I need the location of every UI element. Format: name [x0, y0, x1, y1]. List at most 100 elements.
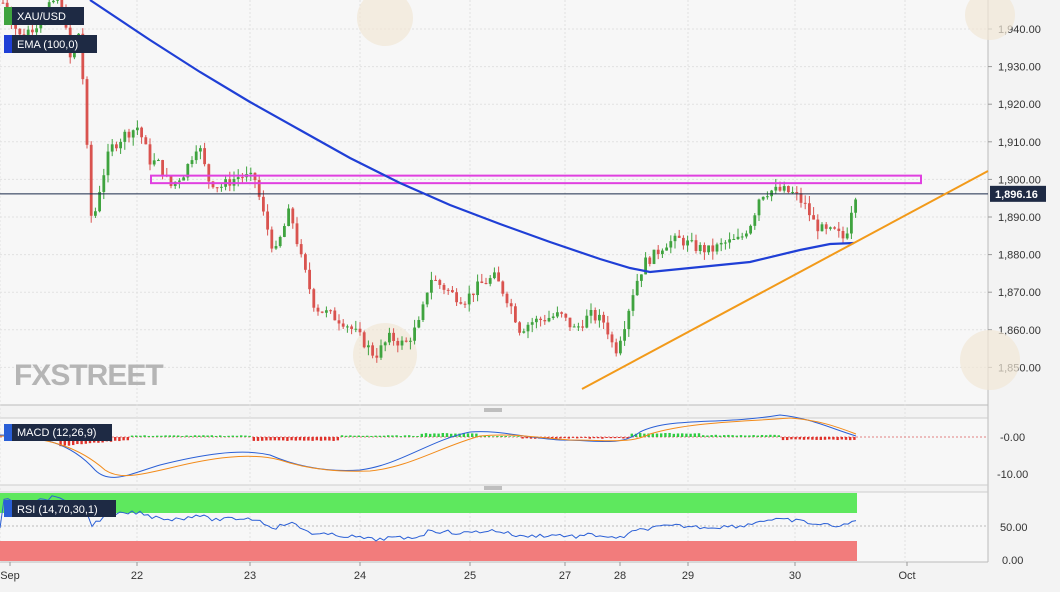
- candle-body: [674, 236, 677, 241]
- candle-body: [703, 245, 706, 252]
- macd-bar: [727, 435, 729, 437]
- candle-body: [560, 312, 563, 314]
- macd-bar: [198, 436, 200, 437]
- candle-body: [753, 215, 756, 226]
- macd-bar: [379, 436, 381, 437]
- macd-bar: [366, 436, 368, 437]
- time-label-5: 27: [559, 570, 571, 582]
- candle-body: [682, 238, 685, 246]
- candle-body: [695, 240, 698, 251]
- macd-bar: [685, 434, 687, 437]
- macd-bar: [383, 436, 385, 437]
- candle-body: [648, 258, 651, 264]
- candle-body: [816, 220, 819, 232]
- macd-bar: [139, 436, 141, 437]
- candle-body: [367, 345, 370, 347]
- candle-body: [821, 224, 824, 231]
- macd-bar: [160, 436, 162, 437]
- macd-bar: [820, 437, 822, 440]
- candle-body: [279, 237, 282, 246]
- macd-bar: [677, 433, 679, 437]
- candle-body: [216, 187, 219, 188]
- macd-bar: [244, 436, 246, 437]
- time-label-6: 28: [614, 570, 626, 582]
- price-tick-label-4: 1,890.00: [998, 212, 1041, 224]
- candle-body: [779, 187, 782, 191]
- candle-body: [468, 294, 471, 305]
- macd-bar: [799, 437, 801, 439]
- candle-body: [157, 160, 160, 161]
- last-price-label: 1,896.16: [995, 189, 1038, 201]
- candle-body: [590, 310, 593, 316]
- macd-bar: [668, 433, 670, 437]
- rsi-tick-label-0: 50.00: [1000, 522, 1028, 534]
- candle-body: [375, 356, 378, 358]
- candle-body: [300, 244, 303, 254]
- macd-bar: [563, 437, 565, 438]
- candle-body: [829, 227, 832, 229]
- macd-bar: [752, 435, 754, 437]
- macd-bar: [828, 437, 830, 439]
- candle-body: [140, 128, 143, 138]
- macd-bar: [807, 437, 809, 439]
- macd-bar: [429, 434, 431, 437]
- macd-bar: [257, 437, 259, 441]
- candle-body: [35, 28, 38, 32]
- candle-body: [506, 294, 509, 303]
- candle-body: [850, 213, 853, 234]
- candle-body: [842, 231, 845, 238]
- candle-body: [732, 239, 735, 240]
- candle-body: [455, 292, 458, 302]
- candle-body: [182, 177, 185, 180]
- macd-bar: [660, 433, 662, 437]
- macd-bar: [353, 436, 355, 437]
- candle-body: [237, 177, 240, 179]
- macd-bar: [568, 437, 570, 439]
- rsi-oversold-zone: [0, 541, 857, 561]
- candle-body: [195, 152, 198, 161]
- macd-bar: [505, 436, 507, 437]
- macd-bar: [622, 437, 624, 438]
- macd-bar: [509, 436, 511, 437]
- candle-body: [665, 248, 668, 251]
- fxstreet-watermark: FXSTREET: [14, 359, 163, 392]
- macd-bar: [286, 437, 288, 441]
- candle-body: [527, 325, 530, 332]
- candle-body: [447, 290, 450, 291]
- candle-body: [262, 197, 265, 212]
- candle-body: [774, 187, 777, 191]
- macd-bar: [580, 437, 582, 438]
- candle-body: [636, 281, 639, 295]
- macd-bar: [143, 435, 145, 437]
- candle-body: [128, 132, 131, 138]
- macd-bar: [169, 435, 171, 437]
- candle-body: [422, 304, 425, 320]
- candle-body: [720, 243, 723, 244]
- macd-bar: [694, 433, 696, 437]
- macd-bar: [572, 437, 574, 438]
- candle-body: [291, 209, 294, 224]
- macd-bar: [408, 435, 410, 437]
- macd-bar: [400, 436, 402, 437]
- candle-body: [354, 329, 357, 330]
- macd-bar: [358, 436, 360, 437]
- macd-tick-label-0: -0.00: [1000, 432, 1025, 444]
- candle-body: [804, 203, 807, 204]
- macd-bar: [836, 437, 838, 440]
- candle-body: [514, 306, 517, 322]
- candle-body: [191, 160, 194, 164]
- candle-body: [275, 246, 278, 248]
- candle-body: [270, 230, 273, 249]
- macd-bar: [845, 437, 847, 440]
- macd-bar: [425, 433, 427, 437]
- macd-bar: [223, 436, 225, 437]
- symbol-label: XAU/USD: [17, 11, 66, 23]
- macd-bar: [219, 435, 221, 437]
- candle-body: [577, 326, 580, 327]
- macd-bar: [815, 437, 817, 440]
- candle-body: [52, 1, 55, 2]
- candle-body: [472, 294, 475, 295]
- price-tick-label-2: 1,870.00: [998, 287, 1041, 299]
- candle-body: [464, 304, 467, 305]
